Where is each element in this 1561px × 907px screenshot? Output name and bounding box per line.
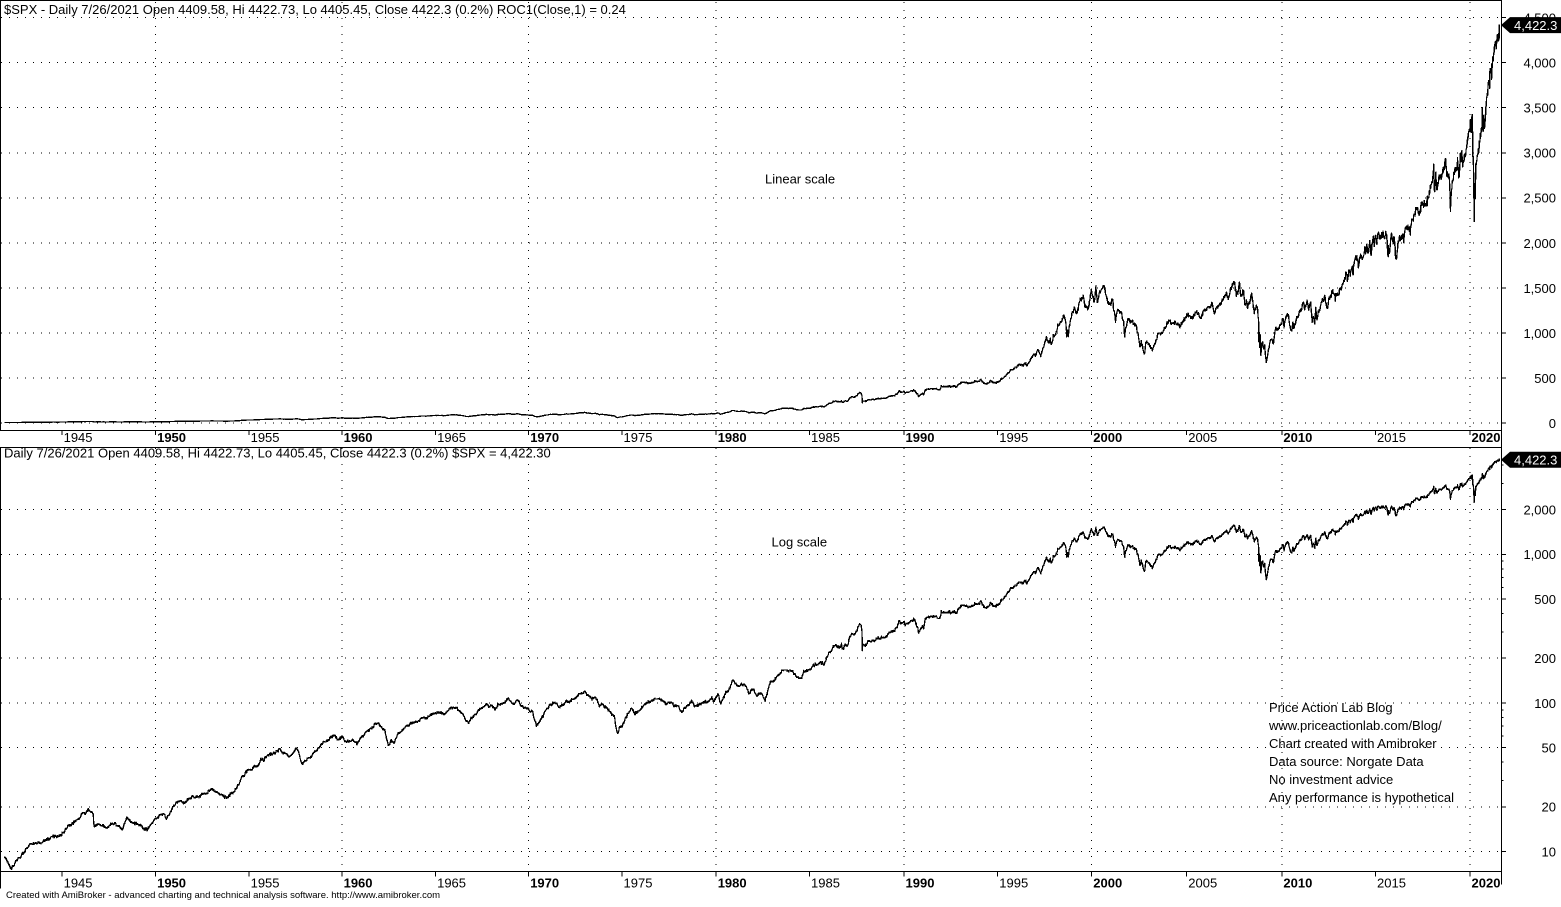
svg-text:0: 0 — [1549, 416, 1556, 431]
svg-text:1970: 1970 — [530, 430, 559, 445]
svg-text:1980: 1980 — [718, 430, 747, 445]
svg-text:Chart created with Amibroker: Chart created with Amibroker — [1269, 736, 1437, 751]
svg-text:1945: 1945 — [64, 876, 93, 891]
svg-text:2005: 2005 — [1188, 876, 1217, 891]
svg-text:1995: 1995 — [999, 430, 1028, 445]
svg-text:4,000: 4,000 — [1523, 55, 1556, 70]
svg-text:1975: 1975 — [624, 876, 653, 891]
svg-text:1965: 1965 — [437, 876, 466, 891]
svg-text:2,000: 2,000 — [1523, 236, 1556, 251]
svg-text:100: 100 — [1534, 696, 1556, 711]
svg-text:1980: 1980 — [718, 876, 747, 891]
svg-text:2015: 2015 — [1377, 876, 1406, 891]
svg-text:1965: 1965 — [437, 430, 466, 445]
svg-text:1990: 1990 — [906, 430, 935, 445]
svg-text:1950: 1950 — [157, 876, 186, 891]
svg-text:No investment advice: No investment advice — [1269, 772, 1393, 787]
svg-text:2000: 2000 — [1093, 430, 1122, 445]
svg-text:www.priceactionlab.com/Blog/: www.priceactionlab.com/Blog/ — [1268, 718, 1442, 733]
svg-text:1955: 1955 — [251, 430, 280, 445]
svg-text:1985: 1985 — [811, 876, 840, 891]
svg-text:2010: 2010 — [1283, 430, 1312, 445]
svg-text:2,000: 2,000 — [1523, 503, 1556, 518]
svg-text:4,422.3: 4,422.3 — [1514, 18, 1557, 33]
svg-text:2015: 2015 — [1377, 430, 1406, 445]
svg-text:10: 10 — [1542, 844, 1556, 859]
svg-text:2005: 2005 — [1188, 430, 1217, 445]
svg-text:1960: 1960 — [344, 430, 373, 445]
svg-text:Daily 7/26/2021 Open 4409.58,: Daily 7/26/2021 Open 4409.58, Hi 4422.73… — [4, 446, 551, 461]
svg-text:Any performance is hypothetica: Any performance is hypothetical — [1269, 790, 1454, 805]
svg-text:1,000: 1,000 — [1523, 547, 1556, 562]
svg-text:2010: 2010 — [1283, 876, 1312, 891]
svg-text:1,500: 1,500 — [1523, 281, 1556, 296]
svg-text:Log scale: Log scale — [772, 534, 828, 549]
svg-text:1995: 1995 — [999, 876, 1028, 891]
svg-text:1950: 1950 — [157, 430, 186, 445]
svg-text:200: 200 — [1534, 651, 1556, 666]
svg-text:Price Action Lab Blog: Price Action Lab Blog — [1269, 700, 1393, 715]
svg-text:500: 500 — [1534, 592, 1556, 607]
svg-text:500: 500 — [1534, 371, 1556, 386]
svg-text:1970: 1970 — [530, 876, 559, 891]
svg-text:50: 50 — [1542, 741, 1556, 756]
svg-text:1960: 1960 — [344, 876, 373, 891]
svg-text:1975: 1975 — [624, 430, 653, 445]
svg-text:1990: 1990 — [906, 876, 935, 891]
svg-text:2020: 2020 — [1472, 430, 1501, 445]
svg-text:1955: 1955 — [251, 876, 280, 891]
svg-text:2000: 2000 — [1093, 876, 1122, 891]
svg-text:1945: 1945 — [64, 430, 93, 445]
svg-text:Linear scale: Linear scale — [765, 172, 835, 187]
svg-text:1985: 1985 — [811, 430, 840, 445]
svg-text:2,500: 2,500 — [1523, 191, 1556, 206]
svg-text:$SPX - Daily 7/26/2021 Open 44: $SPX - Daily 7/26/2021 Open 4409.58, Hi … — [4, 2, 626, 17]
svg-text:Data source: Norgate Data: Data source: Norgate Data — [1269, 754, 1424, 769]
svg-text:2020: 2020 — [1472, 876, 1501, 891]
svg-text:20: 20 — [1542, 800, 1556, 815]
svg-text:Created with AmiBroker - advan: Created with AmiBroker - advanced charti… — [6, 890, 440, 901]
svg-text:3,500: 3,500 — [1523, 101, 1556, 116]
svg-text:1,000: 1,000 — [1523, 326, 1556, 341]
svg-text:3,000: 3,000 — [1523, 146, 1556, 161]
svg-text:4,422.3: 4,422.3 — [1514, 453, 1557, 468]
